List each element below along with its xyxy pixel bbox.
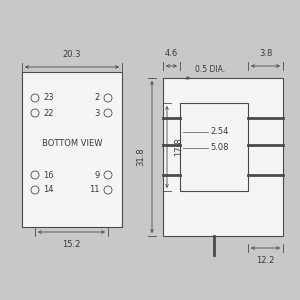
Bar bbox=[22, 72, 122, 227]
Text: 4.6: 4.6 bbox=[165, 49, 178, 58]
Circle shape bbox=[31, 94, 39, 102]
Text: 5.08: 5.08 bbox=[210, 143, 229, 152]
Bar bbox=[180, 103, 248, 191]
Circle shape bbox=[31, 171, 39, 179]
Text: 3: 3 bbox=[94, 109, 100, 118]
Circle shape bbox=[104, 186, 112, 194]
Text: 9: 9 bbox=[95, 170, 100, 179]
Text: 0.5 DIA.: 0.5 DIA. bbox=[185, 65, 225, 79]
Circle shape bbox=[104, 94, 112, 102]
Text: 23: 23 bbox=[43, 94, 54, 103]
Text: 16: 16 bbox=[43, 170, 54, 179]
Text: 2: 2 bbox=[95, 94, 100, 103]
Bar bbox=[163, 78, 283, 236]
Text: 11: 11 bbox=[89, 185, 100, 194]
Text: 22: 22 bbox=[43, 109, 53, 118]
Circle shape bbox=[104, 109, 112, 117]
Circle shape bbox=[31, 186, 39, 194]
Text: 15.2: 15.2 bbox=[62, 240, 81, 249]
Circle shape bbox=[31, 109, 39, 117]
Text: 17.8: 17.8 bbox=[174, 138, 183, 156]
Text: 12.2: 12.2 bbox=[256, 256, 275, 265]
Text: BOTTOM VIEW: BOTTOM VIEW bbox=[42, 139, 102, 148]
Text: 31.8: 31.8 bbox=[136, 148, 145, 166]
Text: 2.54: 2.54 bbox=[210, 128, 228, 136]
Text: 14: 14 bbox=[43, 185, 53, 194]
Circle shape bbox=[104, 171, 112, 179]
Text: 20.3: 20.3 bbox=[63, 50, 81, 59]
Text: 3.8: 3.8 bbox=[259, 49, 272, 58]
